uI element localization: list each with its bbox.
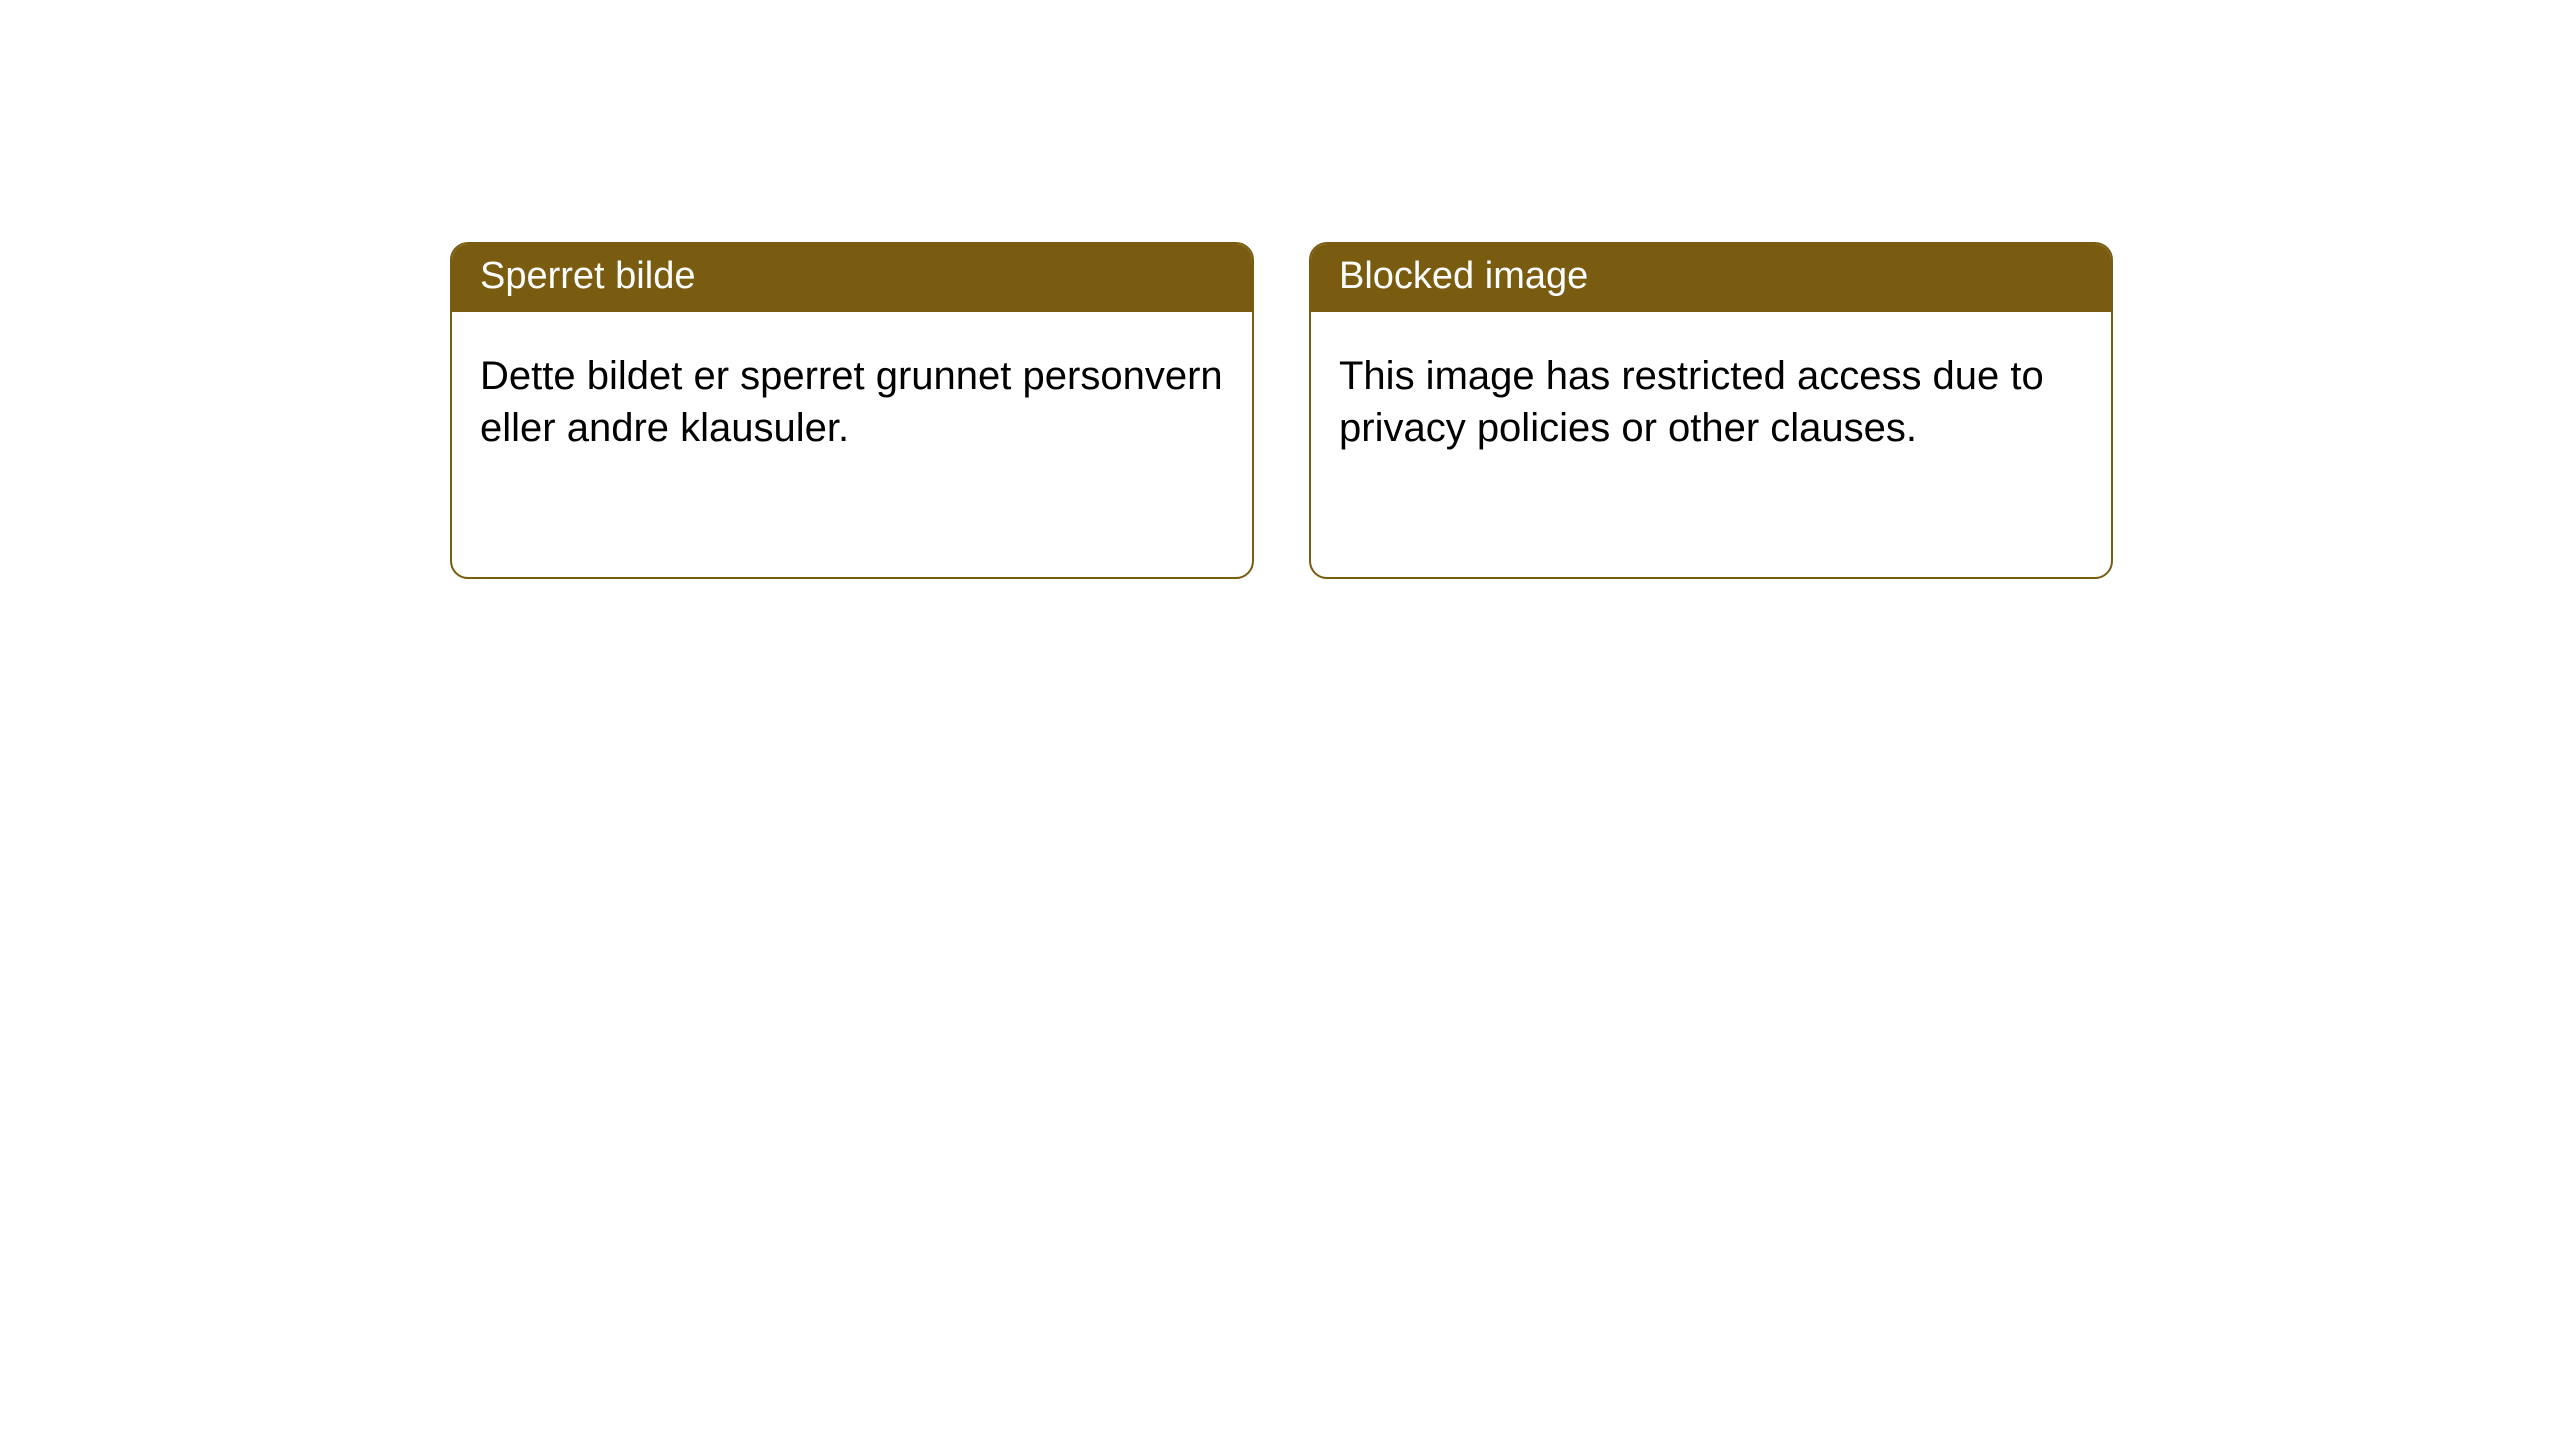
notice-title: Sperret bilde [452,244,1252,312]
notice-card-english: Blocked image This image has restricted … [1309,242,2113,579]
notice-title: Blocked image [1311,244,2111,312]
notice-body: Dette bildet er sperret grunnet personve… [452,312,1252,482]
notice-container: Sperret bilde Dette bildet er sperret gr… [0,0,2560,579]
notice-body: This image has restricted access due to … [1311,312,2111,482]
notice-card-norwegian: Sperret bilde Dette bildet er sperret gr… [450,242,1254,579]
